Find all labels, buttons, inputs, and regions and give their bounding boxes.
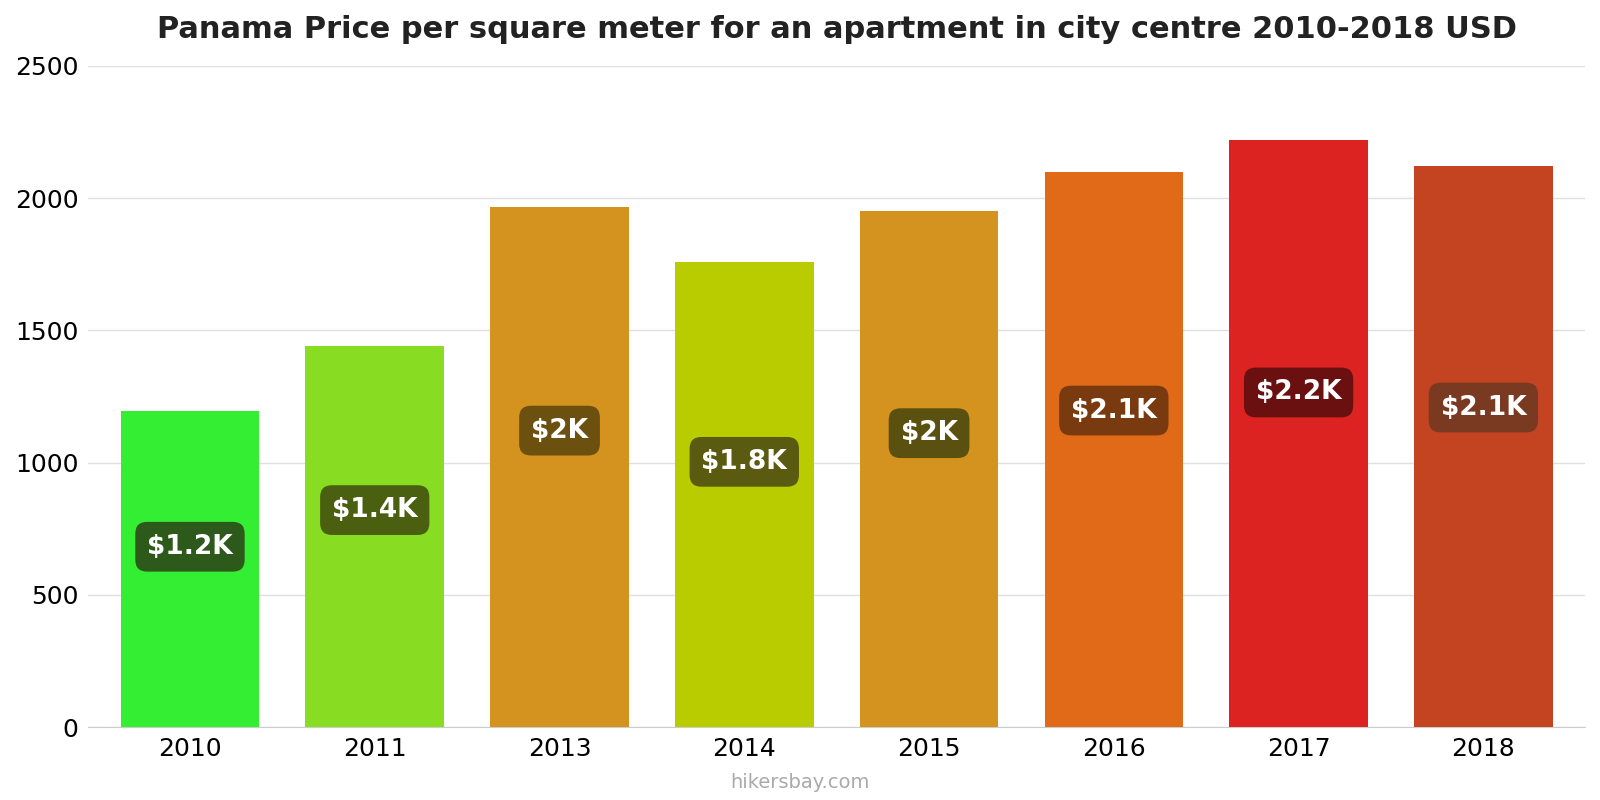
Text: $2K: $2K [531,418,589,444]
Text: $2.1K: $2.1K [1440,394,1526,421]
Bar [1045,172,1182,727]
Text: $2.2K: $2.2K [1256,379,1341,406]
Text: $2.1K: $2.1K [1070,398,1157,423]
Bar [859,211,998,727]
Bar [306,346,445,727]
Bar [1414,166,1552,727]
Bar [675,262,813,727]
Text: $1.4K: $1.4K [331,497,418,523]
Text: $1.8K: $1.8K [701,449,787,475]
Text: $1.2K: $1.2K [147,534,232,560]
Text: $2K: $2K [901,420,957,446]
Title: Panama Price per square meter for an apartment in city centre 2010-2018 USD: Panama Price per square meter for an apa… [157,15,1517,44]
Bar [490,207,629,727]
Bar [1229,140,1368,727]
Text: hikersbay.com: hikersbay.com [730,773,870,792]
Bar [120,410,259,727]
